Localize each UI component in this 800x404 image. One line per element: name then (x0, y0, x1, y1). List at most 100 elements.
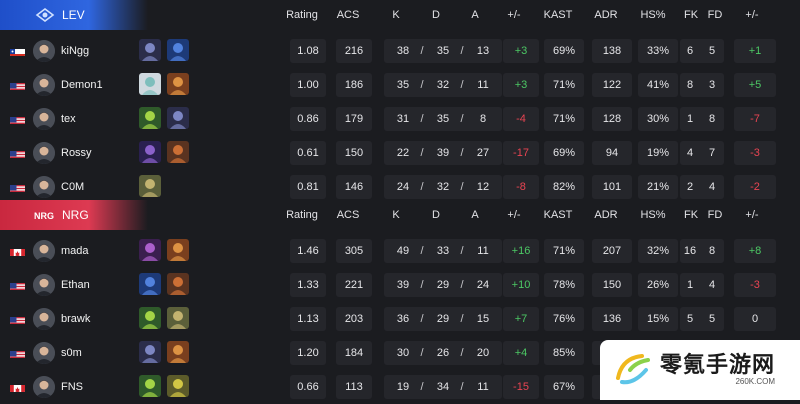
col-d[interactable]: D (432, 9, 440, 21)
player-row[interactable]: brawk 1.13 203 36 29 15 +7 76% 136 15% 5 5 0 / / (0, 302, 800, 336)
watermark-title: 零氪手游网 (660, 352, 776, 377)
omen-agent-icon (139, 39, 161, 61)
player-row[interactable]: Demon1 1.00 186 35 32 11 +3 71% 122 41% 8 3 +5 / / (0, 68, 800, 102)
stat-a: 13 (476, 45, 490, 57)
kda-separator: / (460, 181, 464, 193)
stat-kast: 82% (544, 175, 584, 199)
kda-box (384, 107, 502, 131)
player-name[interactable]: kiNgg (61, 45, 90, 57)
player-name[interactable]: mada (61, 245, 89, 257)
col-adr[interactable]: ADR (594, 9, 618, 21)
player-name[interactable]: s0m (61, 347, 82, 359)
stat-rating: 1.08 (290, 39, 326, 63)
col-a[interactable]: A (471, 9, 479, 21)
player-row[interactable]: mada 1.46 305 49 33 11 +16 71% 207 32% 16 8 +8 / / (0, 234, 800, 268)
stat-kast: 69% (544, 141, 584, 165)
omen-agent-icon (167, 107, 189, 129)
col-acs[interactable]: ACS (336, 209, 360, 221)
player-row[interactable]: Rossy 0.61 150 22 39 27 -17 69% 94 19% 4 7 -3 / / (0, 136, 800, 170)
kda-separator: / (460, 347, 464, 359)
stat-kast: 76% (544, 307, 584, 331)
kda-separator: / (460, 279, 464, 291)
player-avatar[interactable] (33, 308, 55, 330)
kda-separator: / (420, 313, 424, 325)
col-adr[interactable]: ADR (594, 209, 618, 221)
player-row[interactable]: C0M 0.81 146 24 32 12 -8 82% 101 21% 2 4 -2// (0, 170, 800, 204)
col-fk-plusminus[interactable]: +/- (745, 209, 759, 221)
col-fk[interactable]: FK (683, 9, 699, 21)
col-acs[interactable]: ACS (336, 9, 360, 21)
stat-acs: 305 (336, 239, 372, 263)
stat-fpm: +1 (734, 39, 776, 63)
stat-fpm: +8 (734, 239, 776, 263)
player-name[interactable]: Rossy (61, 147, 92, 159)
stat-a: 11 (477, 79, 489, 91)
stat-d: 33 (436, 245, 450, 257)
col-hs[interactable]: HS% (640, 209, 666, 221)
stat-fk: 8 (686, 79, 694, 91)
stat-acs: 150 (336, 141, 372, 165)
player-avatar[interactable] (33, 274, 55, 296)
player-name[interactable]: tex (61, 113, 76, 125)
stat-pm: +16 (503, 239, 539, 263)
raze-agent-icon (167, 73, 189, 95)
col-fk[interactable]: FK (683, 209, 699, 221)
player-name[interactable]: Ethan (61, 279, 90, 291)
kda-separator: / (420, 45, 424, 57)
col-plusminus[interactable]: +/- (507, 209, 521, 221)
stat-acs: 221 (336, 273, 372, 297)
col-a[interactable]: A (471, 209, 479, 221)
col-kast[interactable]: KAST (543, 209, 573, 221)
col-k[interactable]: K (392, 209, 400, 221)
player-avatar[interactable] (33, 376, 55, 398)
stat-kast: 69% (544, 39, 584, 63)
lev-logo-icon (34, 6, 56, 24)
player-avatar[interactable] (33, 74, 55, 96)
player-avatar[interactable] (33, 108, 55, 130)
player-name[interactable]: brawk (61, 313, 91, 325)
watermark-text: 零氪手游网 260K.COM (660, 353, 775, 387)
col-fd[interactable]: FD (707, 9, 723, 21)
player-row[interactable]: Ethan 1.33 221 39 29 24 +10 78% 150 26% 1 4 -3 / / (0, 268, 800, 302)
player-row[interactable]: kiNgg 1.08 216 38 35 13 +3 69% 138 33% 6 5 +1 / / (0, 34, 800, 68)
kda-separator: / (420, 113, 424, 125)
stat-adr: 138 (592, 39, 632, 63)
kda-separator: / (420, 147, 424, 159)
player-avatar[interactable] (33, 176, 55, 198)
player-row[interactable]: tex 0.86 179 31 35 8 -4 71% 128 30% 1 8 -7 / / (0, 102, 800, 136)
kda-box (384, 375, 502, 399)
player-name[interactable]: C0M (61, 181, 85, 193)
kda-separator: / (420, 181, 424, 193)
raze-agent-icon (167, 239, 189, 261)
col-fd[interactable]: FD (707, 209, 723, 221)
player-avatar[interactable] (33, 240, 55, 262)
us-flag-icon (10, 348, 25, 358)
stat-pm: -15 (503, 375, 539, 399)
stat-d: 29 (436, 313, 450, 325)
player-avatar[interactable] (33, 142, 55, 164)
col-k[interactable]: K (392, 9, 400, 21)
player-avatar[interactable] (33, 40, 55, 62)
player-avatar[interactable] (33, 342, 55, 364)
stat-acs: 203 (336, 307, 372, 331)
col-rating[interactable]: Rating (286, 209, 318, 221)
col-rating[interactable]: Rating (286, 9, 318, 21)
stat-k: 30 (396, 347, 410, 359)
team-header-nrg: NRG NRG Rating ACS K D A +/- KAST ADR HS… (0, 200, 800, 230)
fk-fd-box (680, 307, 724, 331)
stat-fd: 5 (708, 45, 716, 57)
stat-k: 36 (396, 313, 410, 325)
player-name[interactable]: FNS (61, 381, 83, 393)
kda-separator: / (420, 79, 424, 91)
col-kast[interactable]: KAST (543, 9, 573, 21)
stat-d: 32 (436, 79, 450, 91)
stat-adr: 150 (592, 273, 632, 297)
col-hs[interactable]: HS% (640, 9, 666, 21)
fk-fd-box (680, 73, 724, 97)
stat-a: 11 (477, 381, 489, 393)
col-d[interactable]: D (432, 209, 440, 221)
col-plusminus[interactable]: +/- (507, 9, 521, 21)
stat-pm: +7 (503, 307, 539, 331)
col-fk-plusminus[interactable]: +/- (745, 9, 759, 21)
player-name[interactable]: Demon1 (61, 79, 103, 91)
